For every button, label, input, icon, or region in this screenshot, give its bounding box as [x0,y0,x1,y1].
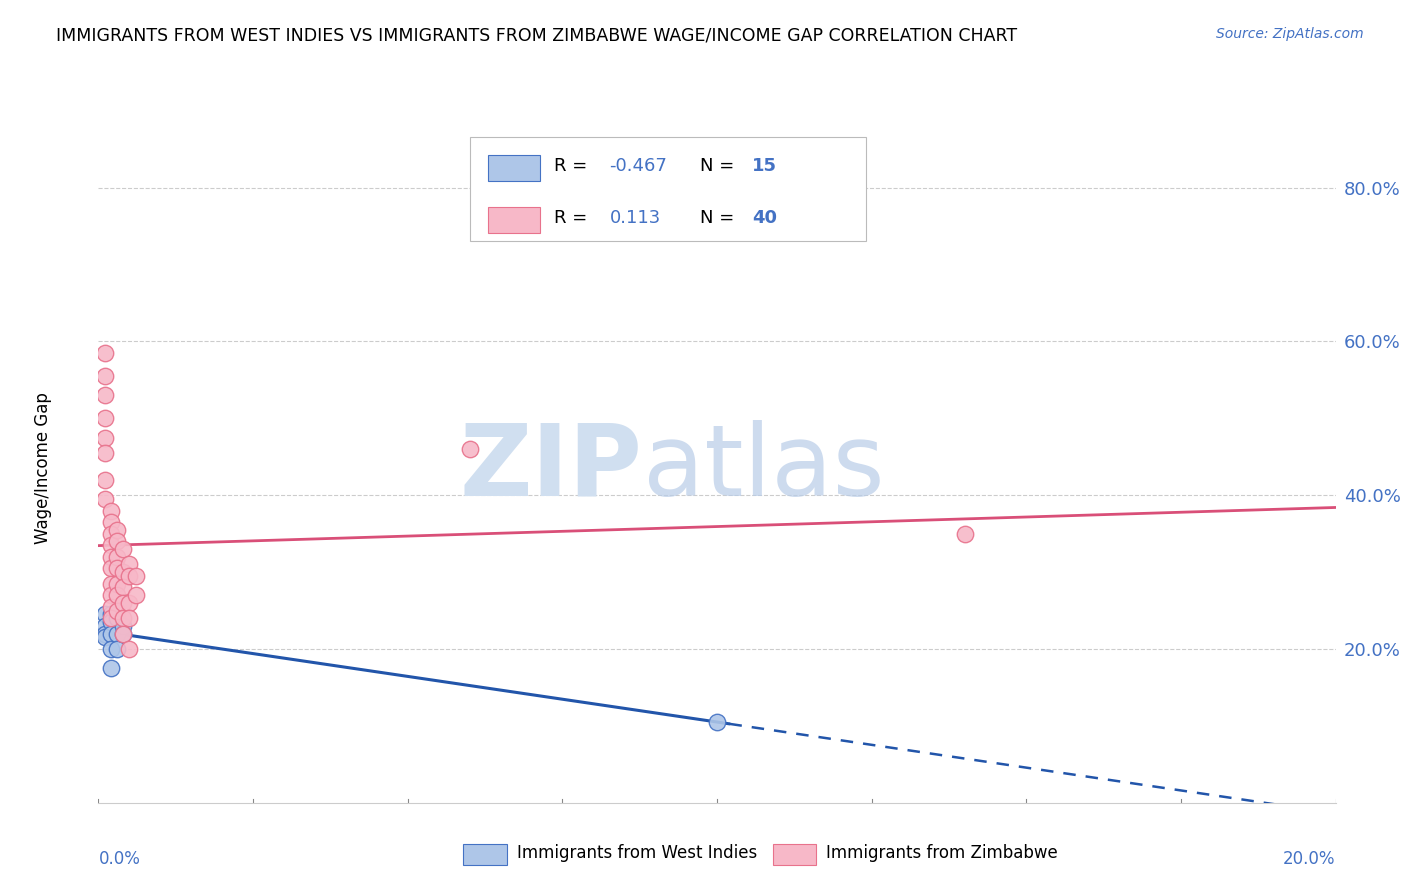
Point [93,369,115,384]
Point [105,603,128,617]
Point [93,431,115,445]
Point [100,642,122,657]
Point [118,569,141,583]
Text: 15: 15 [752,157,776,175]
Point [118,611,141,625]
Point [100,661,122,675]
Point [112,596,135,610]
Point [105,523,128,537]
Point [118,558,141,572]
Point [100,561,122,575]
Point [100,503,122,517]
Point [112,611,135,625]
Point [100,611,122,625]
Point [100,599,122,614]
Text: 40: 40 [752,209,776,227]
Point [100,576,122,591]
Point [105,588,128,602]
Point [100,526,122,541]
Point [706,714,728,729]
Text: R =: R = [554,209,599,227]
Text: 0.0%: 0.0% [98,849,141,868]
Point [93,411,115,425]
Text: N =: N = [700,157,740,175]
Point [105,611,128,625]
Text: 0.113: 0.113 [609,209,661,227]
Point [100,515,122,529]
Text: R =: R = [554,157,593,175]
Point [105,626,128,640]
Text: IMMIGRANTS FROM WEST INDIES VS IMMIGRANTS FROM ZIMBABWE WAGE/INCOME GAP CORRELAT: IMMIGRANTS FROM WEST INDIES VS IMMIGRANT… [56,27,1018,45]
Point [100,607,122,622]
Point [100,538,122,552]
Point [93,631,115,645]
Point [100,588,122,602]
Point [105,642,128,657]
Point [112,565,135,579]
Point [124,588,146,602]
Point [93,626,115,640]
Text: N =: N = [700,209,740,227]
Point [105,561,128,575]
Point [118,642,141,657]
FancyBboxPatch shape [464,844,506,865]
Point [93,619,115,633]
Point [112,626,135,640]
Point [105,534,128,549]
Point [93,473,115,487]
Point [93,346,115,360]
Text: atlas: atlas [643,420,884,516]
Point [112,626,135,640]
Point [100,615,122,629]
Point [112,619,135,633]
Text: Immigrants from Zimbabwe: Immigrants from Zimbabwe [825,844,1057,862]
Point [100,549,122,564]
Point [124,569,146,583]
Text: 20.0%: 20.0% [1284,849,1336,868]
Text: Source: ZipAtlas.com: Source: ZipAtlas.com [1216,27,1364,41]
FancyBboxPatch shape [773,844,815,865]
Point [458,442,481,456]
Point [105,576,128,591]
Point [118,596,141,610]
FancyBboxPatch shape [488,155,540,181]
Point [93,607,115,622]
Point [100,626,122,640]
Text: Immigrants from West Indies: Immigrants from West Indies [516,844,756,862]
Point [112,581,135,595]
Text: Wage/Income Gap: Wage/Income Gap [34,392,52,544]
Point [953,526,976,541]
Point [112,542,135,557]
Text: -0.467: -0.467 [609,157,668,175]
Point [93,491,115,506]
FancyBboxPatch shape [488,207,540,233]
FancyBboxPatch shape [470,137,866,241]
Text: ZIP: ZIP [460,420,643,516]
Point [93,388,115,402]
Point [105,549,128,564]
Point [93,446,115,460]
